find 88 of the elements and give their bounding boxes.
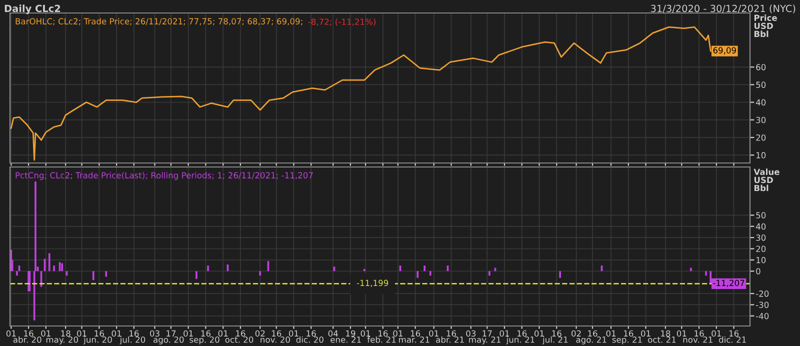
x-tick-label: 16 [517,330,527,337]
x-tick-label: 01 [676,330,686,337]
x-tick-label: 18 [661,330,670,337]
x2-tick-label: may. 20 [46,336,78,344]
y-tick-label: 20 [756,134,766,141]
y-tick-label: 30 [756,116,766,124]
x2-tick-label: ago. 20 [154,336,184,344]
x2-tick-label: sep. 21 [612,336,642,344]
data-label: 69,09 [713,47,736,54]
x2-tick-label: feb. 21 [367,336,396,343]
x-tick-label: 01 [288,330,298,337]
x2-tick-label: nov. 20 [260,336,290,343]
x-tick-label: 17 [482,330,492,336]
x-tick-label: 16 [306,330,316,337]
x-tick-label: 01 [641,330,650,337]
x-tick-label: 01 [393,330,402,337]
x-tick-label: 01 [77,330,86,337]
y-tick-label: 40 [756,99,766,106]
x2-tick-label: jun. 21 [506,336,534,344]
y-tick-label: -40 [756,312,769,320]
x-tick-label: 16 [378,330,388,337]
y-tick-label: 30 [756,234,766,241]
x-tick-label: 16 [24,330,34,337]
x-tick-label: 16 [446,330,456,337]
y-tick-label: 50 [756,212,766,218]
x-tick-label: 16 [588,330,598,337]
x-tick-label: 01 [712,330,721,337]
x-tick-label: 01 [41,330,50,337]
x2-tick-label: mar. 21 [399,336,430,343]
x-tick-label: 01 [429,330,438,337]
x-tick-label: 16 [694,330,704,337]
x2-tick-label: abr. 21 [436,336,464,343]
y-tick-label: -20 [756,290,769,297]
x-tick-label: 01 [112,330,122,337]
y-tick-label: -30 [756,302,769,308]
x2-tick-label: jun. 20 [83,336,112,344]
text: BarOHLC; CLc2; Trade Price; 26/11/2021; 77,75; 78,07; 68,37; 69,09; [16,18,302,26]
chart-title: Daily CLc2 [4,4,60,14]
x2-tick-label: ene. 21 [330,336,361,343]
x-tick-label: 02 [572,330,581,337]
x-tick-label: 01 [6,330,16,337]
annotation: -8,72; (-11,21%) [308,18,376,26]
x2-tick-label: dic. 21 [719,336,746,343]
y-tick-label: 50 [756,82,766,88]
y-tick-label: 60 [756,64,766,70]
x-tick-label: 19 [346,330,356,337]
x-tick-label: 16 [624,330,634,337]
x-tick-label: 01 [534,330,544,337]
x-tick-label: 16 [94,330,104,337]
chart-subtitle: 31/3/2020 - 30/12/2021 (NYC) [651,4,796,14]
x-tick-label: 02 [255,330,265,337]
x2-tick-label: oct. 20 [225,336,254,343]
x-tick-label: 03 [150,330,160,337]
x-tick-label: 16 [236,330,246,337]
x-tick-label: 16 [729,330,739,337]
x2-tick-label: sep. 20 [190,336,220,344]
x-tick-label: 01 [360,330,370,337]
annotation: -11,207 [713,280,744,287]
x2-tick-label: ago. 21 [576,336,606,344]
x-tick-label: 03 [466,330,476,337]
x2-tick-label: jul. 21 [542,336,568,344]
text: PctCng; CLc2; Trade Price(Last); Rolling Periods; 1; 26/11/2021; -11,207 [16,172,313,180]
y-tick-label: 20 [756,246,766,252]
x-tick-label: 16 [552,330,562,337]
x-tick-label: 16 [201,330,210,337]
x-tick-label: 16 [410,330,420,337]
x2-tick-label: dic. 20 [296,336,324,343]
y-tick-label: 0 [756,268,760,274]
x2-tick-label: oct. 21 [648,336,676,343]
y-tick-label: 40 [756,223,766,230]
y-axis-title: Value USD Bbl [754,168,780,192]
x2-tick-label: jul. 20 [120,336,146,344]
x-tick-label: 01 [184,330,193,337]
x2-tick-label: may. 21 [469,336,500,344]
x-tick-label: 01 [500,330,510,337]
x-tick-label: 18 [61,330,70,337]
x-tick-label: 17 [166,330,176,336]
ref-line-label: -11,199 [356,280,388,287]
x-tick-label: 01 [218,330,228,337]
x-tick-label: 16 [272,330,282,337]
x-tick-label: 01 [606,330,616,337]
x-tick-label: 04 [328,330,338,337]
x2-tick-label: abr. 20 [13,336,42,343]
y-tick-label: 10 [756,152,766,158]
y-axis-title: Price USD Bbl [754,14,777,38]
y-tick-label: 10 [756,256,766,264]
x-tick-label: 16 [130,330,139,337]
x2-tick-label: nov. 21 [683,336,712,343]
